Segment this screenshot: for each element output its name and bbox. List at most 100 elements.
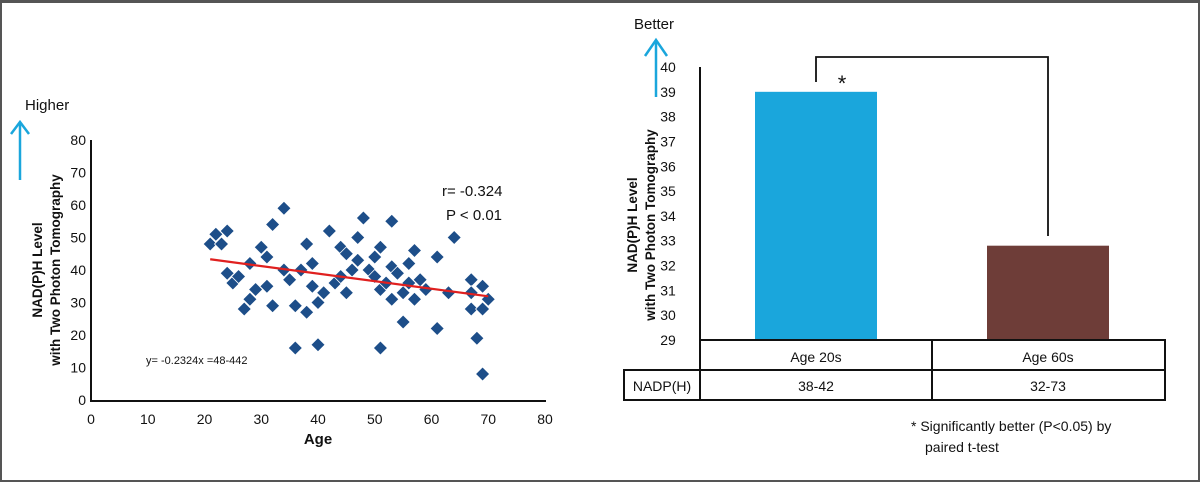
scatter-point: [248, 281, 264, 298]
nadph-table-row: [623, 369, 1166, 401]
scatter-point: [395, 314, 411, 330]
scatter-point: [219, 223, 235, 239]
table-row-header: NADP(H): [633, 378, 691, 394]
scatter-point: [299, 304, 315, 320]
higher-label: Higher: [25, 97, 69, 114]
scatter-x-tick-label: 10: [140, 411, 156, 427]
scatter-point: [372, 239, 388, 255]
scatter-point: [389, 265, 406, 281]
significance-bracket: [815, 56, 1049, 236]
scatter-point: [287, 298, 303, 314]
scatter-y-tick-label: 10: [70, 360, 86, 376]
scatter-y-tick-label: 30: [70, 295, 86, 311]
scatter-point: [367, 249, 383, 265]
scatter-point: [304, 255, 320, 272]
scatter-point: [282, 272, 298, 288]
scatter-point: [350, 229, 366, 246]
regression-equation: y= -0.2324x =48-442: [146, 355, 248, 367]
scatter-point: [208, 226, 224, 242]
category-label-age-60s: Age 60s: [1022, 349, 1073, 365]
bars: [755, 91, 1109, 341]
better-label: Better: [634, 16, 674, 33]
bar-y-tick-label: 34: [660, 208, 676, 224]
bar-y-tick-label: 30: [660, 307, 676, 323]
scatter-point: [350, 252, 366, 268]
bar-y-tick-label: 39: [660, 84, 676, 100]
scatter-point: [406, 291, 423, 307]
scatter-point: [230, 268, 247, 285]
scatter-point: [372, 340, 388, 356]
y-title-line-2: with Two Photon Tomography: [48, 174, 63, 367]
scatter-y-tick-label: 60: [70, 197, 86, 213]
bar-y-tick-label: 32: [660, 258, 676, 274]
y-title-line-2: with Two Photon Tomography: [643, 129, 658, 322]
scatter-point: [310, 337, 326, 353]
scatter-point: [202, 236, 218, 252]
scatter-y-tick-label: 70: [70, 165, 86, 181]
bar-age-20s: [755, 91, 877, 341]
scatter-point: [475, 366, 491, 382]
scatter-point: [316, 285, 332, 301]
scatter-point: [310, 294, 326, 311]
scatter-point: [293, 262, 309, 278]
scatter-x-tick-label: 0: [87, 411, 95, 427]
scatter-point: [213, 236, 230, 252]
bar-y-tick-label: 36: [660, 158, 676, 174]
scatter-x-axis-title: Age: [304, 431, 332, 448]
scatter-y-ticks: 0 10 20 30 40 50 60 70 80: [70, 132, 86, 408]
y-title-line-1: NAD(P)H Level: [625, 177, 640, 272]
scatter-y-tick-label: 80: [70, 132, 86, 148]
scatter-point: [265, 216, 281, 233]
scatter-point: [463, 285, 479, 301]
bar-y-tick-label: 37: [660, 133, 676, 149]
y-title-line-1: NAD(P)H Level: [30, 222, 45, 317]
scatter-chart: Higher NAD(P)H Level with Two Photon Tom…: [10, 97, 553, 448]
scatter-point: [463, 272, 479, 288]
scatter-point: [384, 213, 400, 229]
bar-y-ticks: 29 30 31 32 33 34 35 36 37 38 39 40: [660, 59, 676, 348]
scatter-point: [259, 249, 275, 265]
higher-arrow-icon: [10, 119, 30, 180]
significance-star: *: [838, 71, 847, 96]
scatter-point: [338, 246, 354, 262]
scatter-point: [287, 340, 303, 356]
scatter-y-tick-label: 40: [70, 262, 86, 278]
scatter-point: [304, 278, 320, 294]
scatter-point: [253, 239, 269, 255]
bar-y-tick-label: 40: [660, 59, 676, 75]
scatter-x-tick-label: 40: [310, 411, 326, 427]
scatter-x-tick-label: 70: [480, 411, 496, 427]
scatter-point: [429, 249, 445, 265]
scatter-point: [469, 330, 485, 346]
trend-line: [210, 258, 489, 298]
scatter-point: [395, 285, 411, 301]
scatter-point: [429, 320, 445, 337]
bar-age-60s: [987, 245, 1109, 340]
scatter-point: [384, 291, 400, 307]
scatter-x-tick-label: 80: [537, 411, 553, 427]
better-arrow-icon: [643, 37, 669, 97]
scatter-point: [299, 236, 315, 252]
scatter-point: [242, 291, 258, 307]
scatter-x-tick-label: 60: [424, 411, 440, 427]
scatter-point: [406, 242, 423, 259]
scatter-point: [259, 278, 275, 294]
scatter-x-tick-label: 20: [197, 411, 213, 427]
p-value: P < 0.01: [446, 207, 502, 224]
footnote-line-2: paired t-test: [925, 439, 999, 455]
scatter-point: [475, 301, 491, 317]
scatter-y-tick-label: 50: [70, 230, 86, 246]
scatter-point: [236, 301, 252, 317]
scatter-point: [344, 262, 360, 278]
scatter-point: [446, 229, 462, 246]
bar-y-tick-label: 35: [660, 183, 676, 199]
scatter-point: [338, 285, 354, 301]
scatter-point: [276, 200, 292, 216]
scatter-point: [321, 223, 337, 239]
scatter-y-tick-label: 20: [70, 327, 86, 343]
scatter-point: [355, 210, 371, 226]
scatter-point: [401, 255, 417, 272]
table-cell-age-60s: 32-73: [1030, 378, 1066, 394]
bar-y-tick-label: 33: [660, 233, 676, 249]
